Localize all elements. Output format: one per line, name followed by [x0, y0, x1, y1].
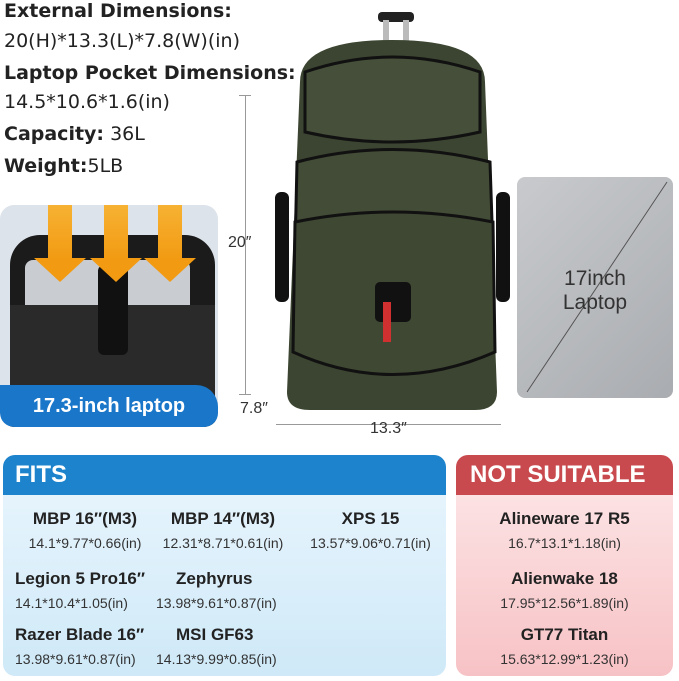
external-dimensions-label: External Dimensions:	[4, 0, 232, 22]
fits-item: XPS 15 13.57*9.06*0.71(in)	[310, 509, 431, 551]
not-suitable-title: NOT SUITABLE	[456, 455, 673, 495]
fits-item: Legion 5 Pro16″ 14.1*10.4*1.05(in)	[15, 569, 146, 611]
external-dimensions-value: 20(H)*13.3(L)*7.8(W)(in)	[4, 30, 240, 52]
width-dimension-line	[276, 424, 501, 425]
fits-item: MBP 14″(M3) 12.31*8.71*0.61(in)	[162, 509, 284, 551]
fits-panel: FITS MBP 16″(M3) 14.1*9.77*0.66(in) MBP 1…	[3, 455, 446, 676]
laptop-compartment-image: 17.3-inch laptop	[0, 205, 218, 427]
not-suitable-item: Alineware 17 R5 16.7*13.1*1.18(in)	[499, 509, 630, 551]
capacity-label: Capacity:	[4, 123, 105, 145]
fits-title: FITS	[3, 455, 446, 495]
weight-value: 5LB	[87, 155, 124, 177]
laptop-size-label: 17.3-inch laptop	[0, 385, 218, 427]
depth-dimension: 7.8″	[240, 400, 268, 417]
not-suitable-item: Alienwake 18 17.95*12.56*1.89(in)	[500, 569, 629, 611]
fits-item: MBP 16″(M3) 14.1*9.77*0.66(in)	[28, 509, 142, 551]
arrow-down-icon	[34, 205, 86, 282]
fits-item: MSI GF63 14.13*9.99*0.85(in)	[156, 625, 277, 667]
arrow-down-icon	[90, 205, 142, 282]
fits-item: Zephyrus 13.98*9.61*0.87(in)	[156, 569, 277, 611]
arrow-down-icon	[144, 205, 196, 282]
backpack-image	[275, 12, 510, 410]
laptop-card-line2: Laptop	[562, 291, 628, 314]
capacity-value: 36L	[104, 123, 145, 145]
not-suitable-panel: NOT SUITABLE Alineware 17 R5 16.7*13.1*1.…	[456, 455, 673, 676]
weight: Weight:5LB	[4, 155, 123, 177]
height-dimension-line	[245, 95, 246, 395]
17inch-laptop-image: 17inch Laptop	[517, 177, 673, 398]
laptop-pocket-label: Laptop Pocket Dimensions:	[4, 62, 296, 84]
laptop-pocket-value: 14.5*10.6*1.6(in)	[4, 91, 170, 113]
width-dimension: 13.3″	[370, 420, 407, 437]
height-dimension: 20″	[228, 234, 252, 251]
capacity: Capacity: 36L	[4, 123, 145, 145]
laptop-card-line1: 17inch	[564, 267, 626, 290]
weight-label: Weight:	[4, 155, 88, 177]
not-suitable-item: GT77 Titan 15.63*12.99*1.23(in)	[500, 625, 629, 667]
fits-item: Razer Blade 16″ 13.98*9.61*0.87(in)	[15, 625, 145, 667]
